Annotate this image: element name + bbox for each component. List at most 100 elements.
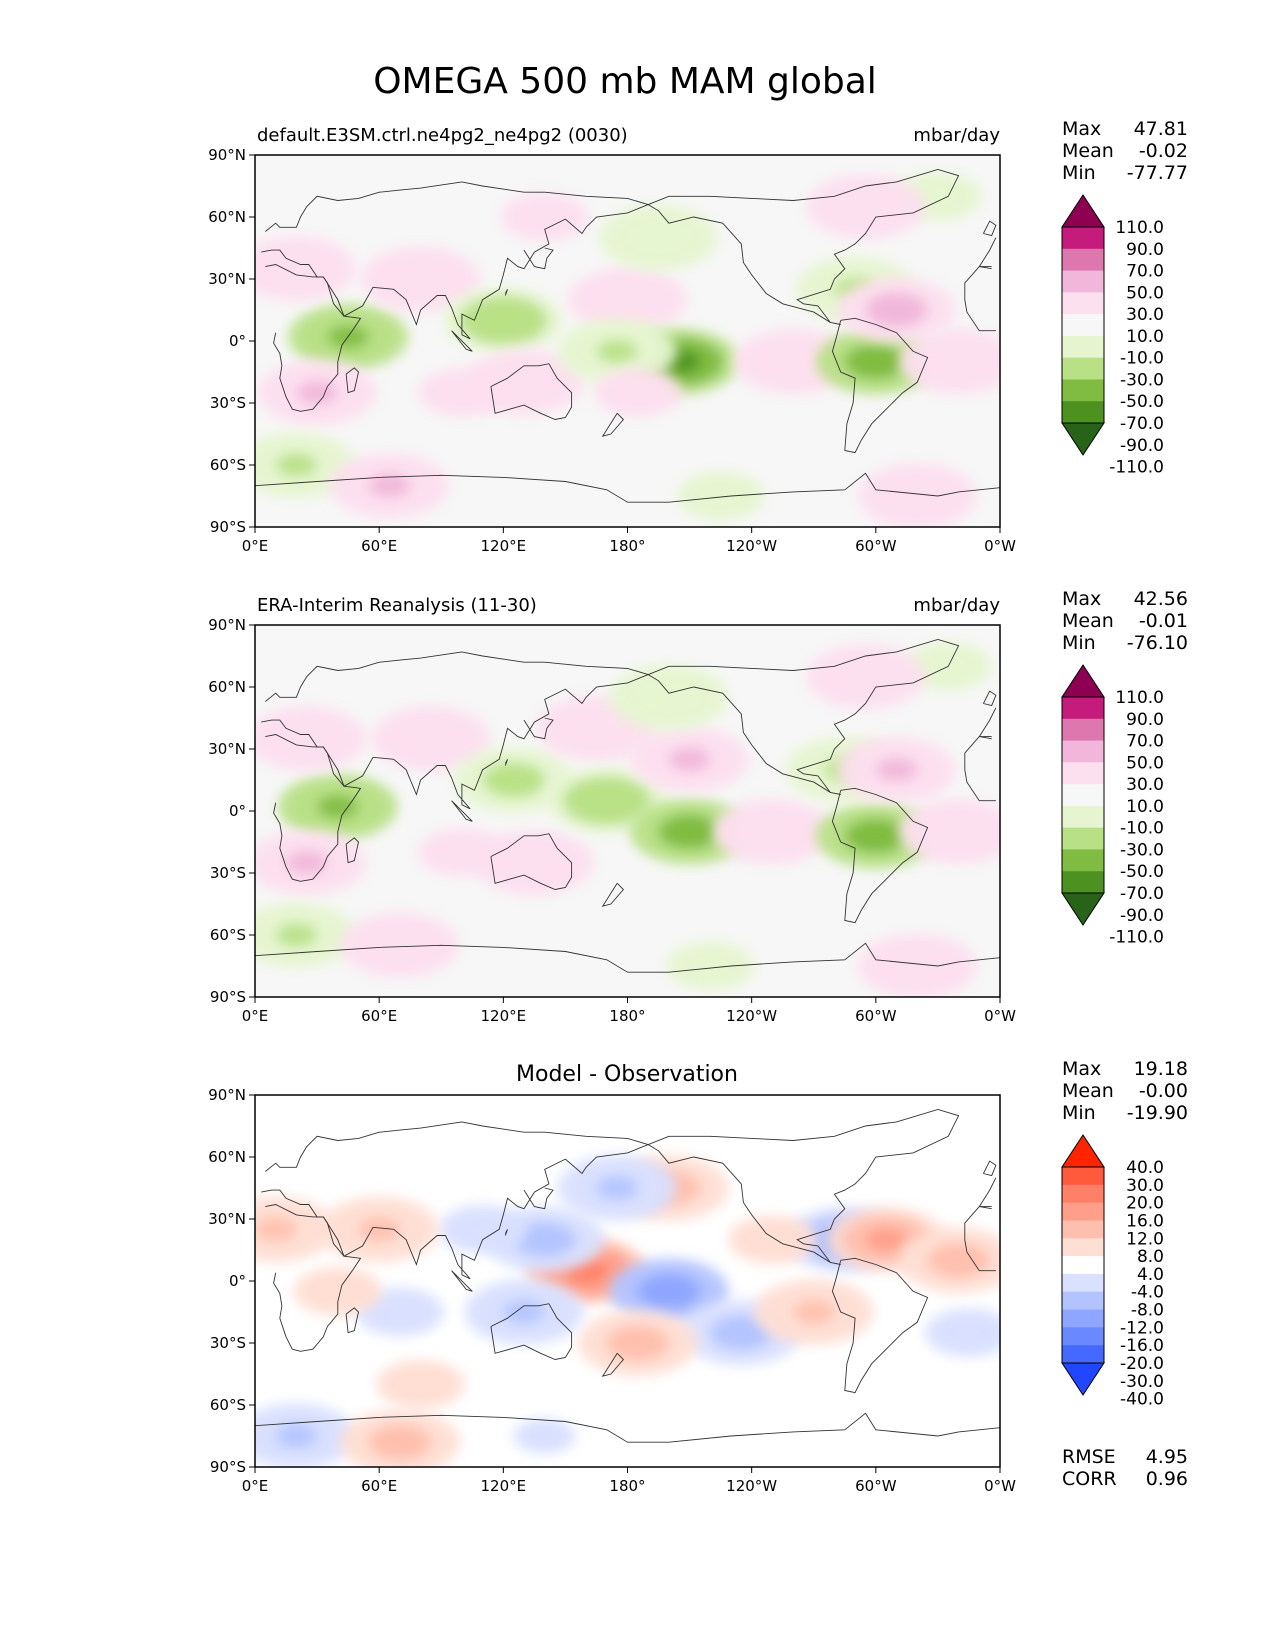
colorbar-extend-min [1061, 1362, 1105, 1396]
coastline [265, 734, 996, 882]
coastline [982, 220, 997, 237]
y-tick-label: 30°S [210, 864, 246, 882]
colorbar-segment [1062, 849, 1104, 872]
colorbar-segment [1062, 805, 1104, 829]
y-tick-label: 90°N [208, 616, 246, 634]
coastline [451, 800, 473, 822]
stat-label-mean: Mean [1062, 610, 1114, 632]
contour-level [503, 370, 546, 395]
x-tick-label: 0°E [242, 537, 269, 555]
contour-level [668, 819, 711, 844]
colorbar-segment [1062, 697, 1104, 720]
field-feature [255, 235, 357, 302]
field-feature [712, 798, 833, 865]
x-tick-label: 0°W [984, 537, 1016, 555]
coastline [345, 367, 359, 394]
x-axis-ticks: 0°E 60°E 120°E 180° 120°W 60°W 0°W [242, 1467, 1016, 1495]
field-feature [500, 192, 590, 242]
contour-level [792, 1300, 835, 1324]
y-tick-label: 90°N [208, 1086, 246, 1104]
field-feature [629, 726, 750, 793]
colorbar-segment [1062, 784, 1104, 807]
coastline [523, 717, 554, 740]
contour-level [461, 1217, 504, 1242]
y-tick-label: 90°S [210, 518, 246, 536]
contour-level [285, 850, 328, 875]
contour-level [875, 757, 918, 782]
contour-level [296, 380, 339, 405]
colorbar-tick-label: 50.0 [1126, 753, 1164, 773]
x-axis-ticks: 0°E 60°E 120°E 180° 120°W 60°W 0°W [242, 527, 1016, 555]
field-feature [898, 1227, 1000, 1294]
y-tick-label: 90°S [210, 988, 246, 1006]
colorbar-segment [1062, 270, 1104, 293]
colorbar-segment [1062, 357, 1104, 380]
coastline [490, 833, 573, 890]
colorbar-tick-label: -30.0 [1120, 1372, 1164, 1392]
stats-box: Max Mean Min 47.81 -0.02 -77.77 [1062, 118, 1188, 184]
colorbar-tick-label: -30.0 [1120, 370, 1164, 390]
stat-value-min: -19.90 [1127, 1102, 1188, 1124]
coastline [523, 1187, 554, 1210]
x-tick-label: 0°W [984, 1477, 1016, 1495]
field-feature [567, 266, 688, 333]
field-feature [577, 1310, 698, 1376]
field-feature [598, 204, 719, 271]
stat-value-max: 42.56 [1134, 588, 1188, 610]
contour-level [896, 484, 939, 508]
contour-level [275, 923, 318, 947]
stat-label-min: Min [1062, 632, 1096, 654]
stat-label-min: Min [1062, 1102, 1096, 1124]
coastline [982, 690, 997, 707]
coastline [451, 1270, 473, 1292]
coastline [255, 472, 1000, 503]
coastline [255, 942, 1000, 973]
colorbar-extend-max [1061, 194, 1105, 228]
colorbar-tick-label: -16.0 [1120, 1336, 1164, 1356]
coastline [523, 247, 554, 270]
coastline [490, 363, 573, 420]
stat-value-mean: -0.00 [1139, 1080, 1188, 1102]
colorbar-segment [1062, 379, 1104, 402]
colorbar-tick-label: 4.0 [1137, 1265, 1164, 1285]
y-tick-label: 30°N [208, 1210, 246, 1228]
stat-value-max: 19.18 [1134, 1058, 1188, 1080]
field-feature [924, 1308, 1000, 1358]
x-tick-label: 120°E [481, 1007, 527, 1025]
coastline [504, 289, 508, 296]
colorbar-tick-label: 110.0 [1115, 218, 1164, 238]
y-axis-ticks: 90°N 60°N 30°N 0° 30°S 60°S 90°S [208, 616, 255, 1006]
panel-units: mbar/day [913, 595, 1000, 616]
colorbar-tick-label: -70.0 [1120, 414, 1164, 434]
contour-level [585, 788, 628, 813]
contour-level [440, 840, 483, 865]
contour-level [596, 1176, 639, 1200]
contour-level [647, 1279, 690, 1304]
contour-level [751, 1227, 794, 1252]
field-feature [339, 912, 460, 979]
contour-level [378, 933, 421, 958]
coastline [504, 1229, 508, 1236]
field-feature [676, 471, 766, 521]
coastline [504, 759, 508, 766]
x-tick-label: 180° [609, 537, 645, 555]
stat-value-min: -76.10 [1127, 632, 1188, 654]
contour-level [513, 850, 556, 875]
contour-level [937, 819, 980, 844]
contour-level [378, 1430, 421, 1455]
contour-level [399, 267, 442, 291]
field-feature [255, 1196, 336, 1263]
field-feature [453, 747, 574, 813]
colorbar-tick-label: 12.0 [1126, 1229, 1164, 1249]
x-axis-ticks: 0°E 60°E 120°E 180° 120°W 60°W 0°W [242, 997, 1016, 1025]
y-tick-label: 60°N [208, 1148, 246, 1166]
contour-level [647, 685, 690, 710]
field-feature [255, 902, 357, 968]
field-feature [255, 1403, 357, 1467]
colorbar-tick-label: -50.0 [1120, 862, 1164, 882]
colorbar-tick-label: -10.0 [1120, 819, 1164, 839]
contour-level [616, 380, 659, 405]
field-feature [805, 643, 926, 710]
field-feature [836, 736, 957, 803]
